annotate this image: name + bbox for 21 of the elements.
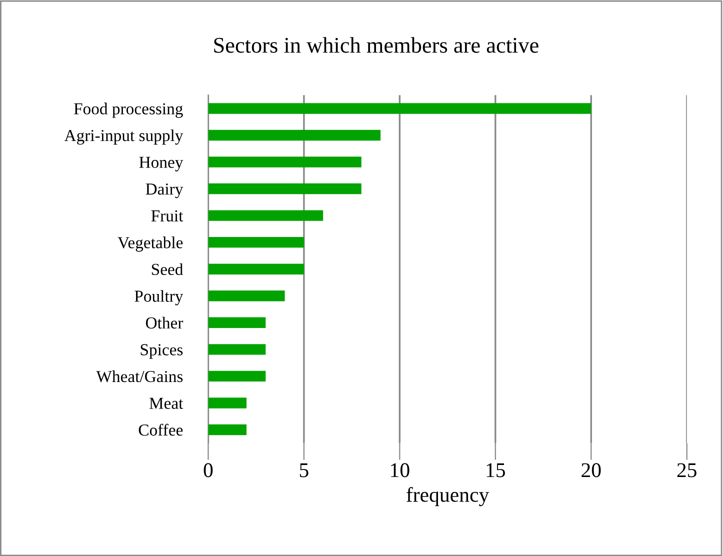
x-tick-label: 20 (582, 463, 601, 478)
y-tick-label: Coffee (138, 424, 183, 436)
x-axis-title: frequency (406, 487, 490, 506)
y-tick-label: Meat (149, 398, 184, 409)
x-tick-label: 5 (300, 463, 308, 478)
x-tick-label: 15 (486, 463, 505, 478)
y-tick-label: Honey (139, 156, 184, 172)
y-tick-label: Poultry (134, 290, 184, 306)
y-tick-label: Seed (152, 263, 184, 276)
y-tick-label: Other (146, 316, 184, 329)
y-tick-label: Spices (140, 344, 183, 359)
y-tick-label: Vegetable (118, 236, 183, 252)
x-tick-label: 10 (391, 463, 410, 478)
x-tick-label: 25 (677, 463, 696, 478)
y-tick-label: Food processing (74, 102, 183, 118)
chart-title: Sectors in which members are active (214, 37, 538, 53)
y-tick-label: Dairy (146, 184, 184, 198)
y-tick-label: Wheat/Gains (96, 370, 183, 382)
y-tick-label: Agri-input supply (64, 129, 184, 145)
y-tick-label: Fruit (151, 210, 184, 222)
x-tick-label: 0 (204, 463, 213, 478)
